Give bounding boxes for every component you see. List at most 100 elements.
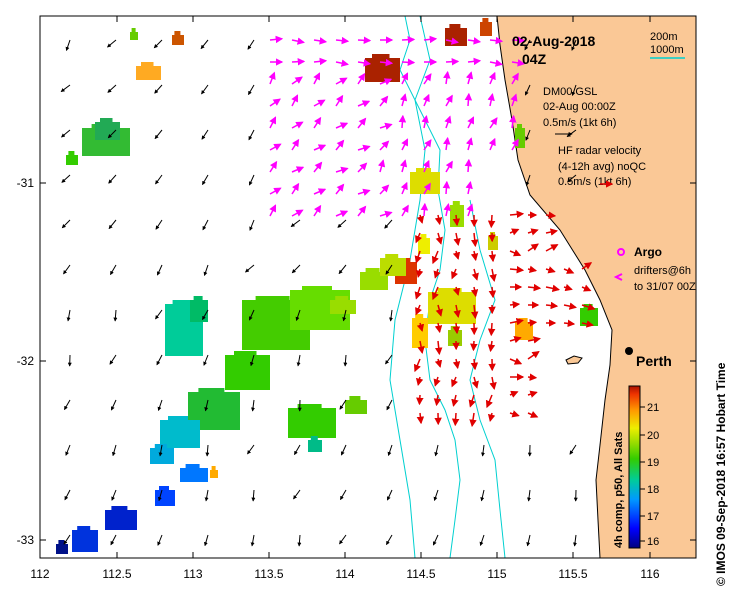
wind-vector	[250, 534, 255, 547]
drifter-vector	[511, 138, 519, 151]
drifter-vector	[291, 138, 300, 151]
drifter-vector	[357, 36, 372, 45]
drifter-vector	[401, 72, 409, 85]
wind-vector	[291, 264, 301, 274]
radar-vector	[487, 340, 496, 353]
wind-vector	[154, 129, 163, 140]
sst-patch	[154, 444, 167, 450]
wind-vector	[153, 39, 163, 49]
drifter-vector	[291, 37, 305, 45]
radar-vector	[433, 376, 441, 387]
drifter-vector	[398, 114, 407, 129]
radar-vector	[509, 265, 525, 274]
drifter-vector	[313, 72, 321, 85]
drifter-vector	[489, 59, 503, 67]
radar-vector	[434, 358, 443, 368]
drifter-vector	[269, 160, 278, 173]
radar-vector	[487, 412, 496, 423]
x-tick-label: 114	[335, 567, 354, 581]
drifter-vector	[421, 115, 429, 129]
drifter-vector	[509, 114, 517, 129]
radar-vector	[470, 286, 479, 298]
radar-vector	[527, 243, 539, 252]
x-tick-label: 115.5	[558, 567, 587, 581]
wind-vector	[339, 534, 347, 545]
sst-patch	[385, 254, 399, 260]
wind-vector	[108, 174, 117, 184]
isobath-200m	[399, 16, 461, 558]
radar-vector	[509, 228, 520, 236]
sst-patch	[130, 32, 138, 40]
drifter-vector	[291, 182, 300, 195]
radar-vector	[434, 340, 443, 356]
wind-vector	[386, 399, 393, 411]
drifter-line2: to 31/07 00Z	[634, 281, 696, 293]
radar-vector	[487, 214, 496, 229]
radar-vector	[527, 336, 541, 344]
radar-vector	[416, 214, 425, 224]
radar-vector	[509, 336, 522, 344]
wind-vector	[203, 354, 209, 366]
radar-vector	[451, 376, 459, 388]
drifter-vector	[291, 209, 304, 217]
wind-source: DM00 GSL	[543, 86, 597, 98]
radar-vector	[434, 322, 443, 334]
radar-title: HF radar velocity	[558, 145, 642, 157]
drifter-vector	[444, 115, 452, 129]
sst-patch	[360, 272, 388, 290]
wind-vector	[296, 354, 301, 367]
wind-vector	[201, 129, 209, 140]
drifter-vector	[379, 184, 390, 195]
drifter-vector	[291, 166, 305, 174]
drifter-vector	[357, 162, 368, 173]
radar-vector	[563, 283, 573, 292]
radar-vectors	[413, 210, 596, 428]
colorbar-ticks: 16 17 18 19 20 21	[640, 402, 659, 548]
drifter-vector	[379, 122, 393, 130]
wind-vector	[247, 444, 255, 455]
wind-vector	[248, 309, 255, 321]
wind-vector	[386, 489, 393, 501]
drifter-vector	[464, 158, 473, 173]
drifter-vector	[357, 117, 367, 129]
x-tick-label: 116	[640, 567, 659, 581]
radar-vector	[453, 232, 461, 247]
wind-vector	[107, 39, 117, 48]
wind-vector	[63, 534, 71, 545]
radar-vector	[452, 286, 461, 296]
drifter-vector	[335, 210, 349, 218]
colorbar-tick-label: 20	[647, 430, 659, 442]
sst-patch	[349, 396, 361, 402]
wind-vector	[157, 534, 163, 546]
radar-vector	[509, 249, 522, 257]
wind-vector	[569, 444, 577, 455]
drifter-vector	[510, 93, 518, 107]
radar-vector	[545, 284, 560, 293]
drifter-vector	[399, 159, 408, 173]
drifter-vector	[422, 93, 430, 107]
colorbar-title: 4h comp, p50, All Sats	[613, 432, 625, 548]
drifter-vector	[465, 71, 474, 85]
drifter-vector	[401, 204, 409, 217]
sst-patch	[234, 351, 257, 357]
wind-vector	[432, 534, 439, 546]
sst-patch	[310, 436, 318, 442]
drifter-vector	[269, 35, 284, 44]
wind-vector	[108, 219, 117, 230]
radar-vector	[487, 322, 496, 337]
wind-vector	[201, 84, 209, 95]
wind-vector	[155, 219, 163, 230]
radar-vector	[451, 394, 459, 407]
wind-vector	[154, 84, 163, 94]
wind-vector	[156, 264, 163, 276]
wind-vector	[158, 444, 163, 457]
radar-vector	[545, 228, 559, 236]
drifter-vector	[335, 36, 350, 45]
drifter-vector	[335, 77, 348, 85]
sst-patch	[105, 510, 137, 530]
wind-vector	[384, 219, 393, 229]
radar-vector	[451, 268, 459, 280]
y-tick-label: -32	[17, 354, 35, 368]
radar-vector	[415, 232, 423, 244]
drifter-vector	[313, 204, 322, 217]
